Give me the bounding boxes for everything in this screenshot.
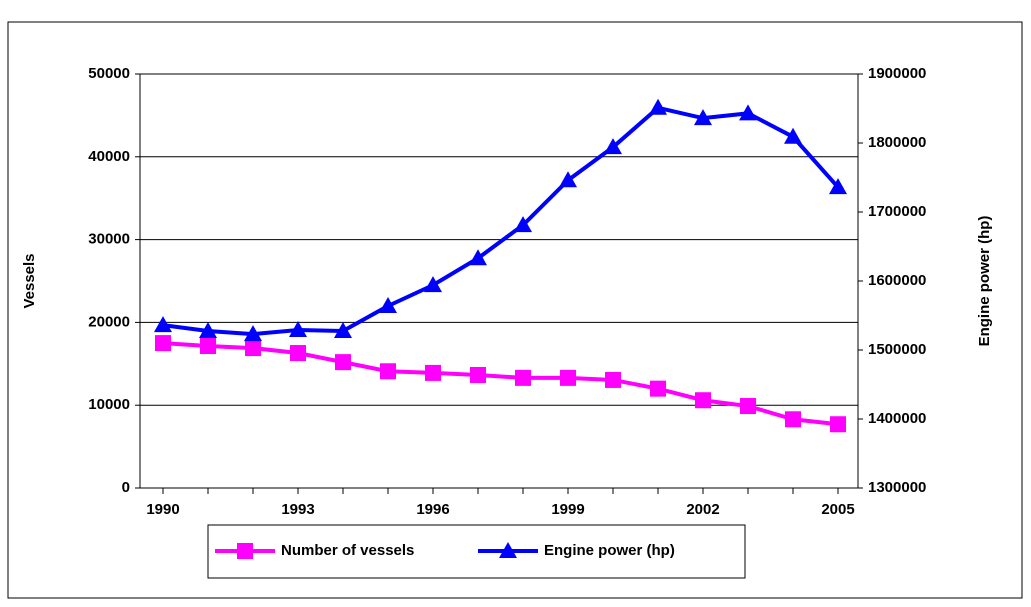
data-point (830, 416, 846, 433)
data-point (649, 98, 667, 115)
data-point (694, 109, 712, 126)
y-tick-label: 40000 (88, 148, 130, 165)
data-point (829, 178, 847, 195)
data-point (379, 296, 397, 313)
data-point (200, 337, 216, 354)
plot-area (140, 74, 858, 488)
y-tick-label: 30000 (88, 231, 130, 248)
y-tick-label: 20000 (88, 313, 130, 330)
data-point (425, 364, 441, 381)
legend-marker (499, 542, 517, 558)
data-point (424, 276, 442, 293)
x-tick-label: 2005 (821, 501, 854, 518)
y2-tick-label: 1500000 (868, 341, 926, 358)
data-point (514, 216, 532, 233)
data-point (784, 127, 802, 144)
data-point (785, 411, 801, 428)
data-point (244, 325, 262, 342)
y2-tick-label: 1900000 (868, 65, 926, 82)
data-point (604, 138, 622, 155)
data-point (739, 104, 757, 121)
y2-tick-label: 1400000 (868, 410, 926, 427)
data-point (245, 340, 261, 357)
data-point (290, 345, 306, 362)
series-line (162, 341, 839, 427)
data-point (289, 320, 307, 337)
legend-marker (237, 543, 253, 559)
data-point (155, 335, 171, 352)
y-tick-label: 50000 (88, 65, 130, 82)
data-point (470, 366, 486, 383)
x-tick-label: 1999 (551, 501, 584, 518)
data-point (335, 354, 351, 371)
data-point (380, 363, 396, 380)
y-tick-label: 10000 (88, 396, 130, 413)
legend-label: Engine power (hp) (544, 542, 675, 559)
data-point (154, 316, 172, 333)
x-tick-label: 1996 (416, 501, 449, 518)
x-tick-label: 1993 (281, 501, 314, 518)
data-point (515, 369, 531, 386)
data-point (650, 380, 666, 397)
data-point (740, 398, 756, 415)
data-point (605, 371, 621, 388)
y2-tick-label: 1300000 (868, 479, 926, 496)
data-point (334, 322, 352, 339)
y2-tick-label: 1700000 (868, 203, 926, 220)
data-point (199, 322, 217, 339)
data-point (559, 171, 577, 188)
data-point (695, 392, 711, 409)
y2-tick-label: 1600000 (868, 272, 926, 289)
data-point (560, 369, 576, 386)
x-tick-label: 2002 (686, 501, 719, 518)
x-tick-label: 1990 (146, 501, 179, 518)
data-point (469, 249, 487, 266)
y-tick-label: 0 (122, 479, 130, 496)
legend-box (207, 524, 746, 579)
series-line (162, 105, 840, 337)
y2-axis-label: Engine power (hp) (976, 216, 993, 347)
y2-tick-label: 1800000 (868, 134, 926, 151)
legend-label: Number of vessels (281, 542, 414, 559)
y-axis-label: Vessels (21, 253, 38, 308)
